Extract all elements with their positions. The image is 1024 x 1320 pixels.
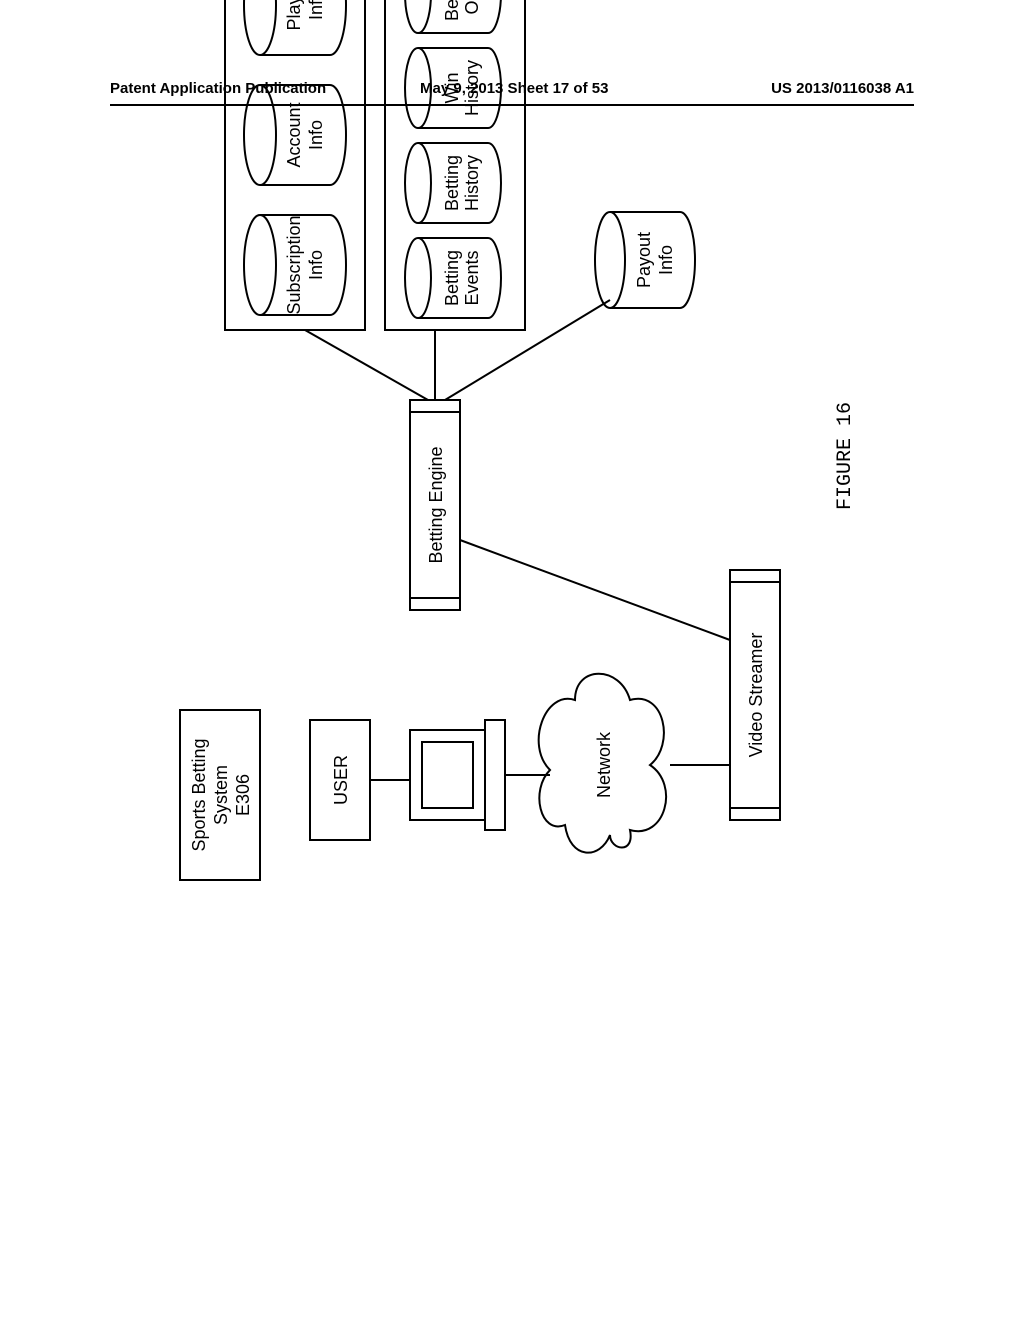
db-bottom-0-l1: Betting <box>442 250 462 306</box>
network-label: Network <box>594 731 614 798</box>
db-bottom-2-l1: Win <box>442 73 462 104</box>
title-box: Sports Betting System E306 <box>180 710 260 880</box>
db-bottom-0: Betting Events <box>405 238 501 318</box>
connector-engine-top <box>305 330 428 400</box>
db-top-1-l2: Info <box>306 120 326 150</box>
betting-engine-block: Betting Engine <box>410 400 460 610</box>
video-streamer-label: Video Streamer <box>746 633 766 758</box>
db-bottom-3-l2: Odds <box>462 0 482 15</box>
db-top-2-l1: Player <box>284 0 304 31</box>
db-payout: Payout Info <box>595 212 695 308</box>
figure-diagram: Sports Betting System E306 USER Network <box>170 0 890 890</box>
video-streamer-block: Video Streamer <box>730 570 780 820</box>
db-bottom-0-l2: Events <box>462 250 482 305</box>
db-top-0-l2: Info <box>306 250 326 280</box>
db-top-1-l1: Account <box>284 102 304 167</box>
connector-engine-video <box>460 540 730 640</box>
title-line3: E306 <box>233 774 253 816</box>
db-bottom-1: Betting History <box>405 143 501 223</box>
device-box <box>410 720 505 830</box>
db-top-0: Subscription Info <box>244 215 346 315</box>
db-bottom-1-l1: Betting <box>442 155 462 211</box>
user-box: USER <box>310 720 370 840</box>
db-bottom-2-l2: History <box>462 60 482 116</box>
connector-engine-payout <box>445 300 610 400</box>
user-label: USER <box>331 755 351 805</box>
network-cloud: Network <box>539 674 666 853</box>
db-top-0-l1: Subscription <box>284 215 304 314</box>
betting-engine-label: Betting Engine <box>426 446 446 563</box>
figure-caption: FIGURE 16 <box>834 402 857 510</box>
title-line2: System <box>211 765 231 825</box>
db-bottom-2: Win History <box>405 48 501 128</box>
db-payout-l1: Payout <box>634 232 654 288</box>
title-line1: Sports Betting <box>189 738 209 851</box>
db-top-2-l2: Info <box>306 0 326 20</box>
db-bottom-1-l2: History <box>462 155 482 211</box>
db-payout-l2: Info <box>656 245 676 275</box>
db-top-2: Player Info <box>244 0 346 55</box>
db-top-1: Account Info <box>244 85 346 185</box>
page-root: Patent Application Publication May 9, 20… <box>0 0 1024 1320</box>
db-bottom-3: Betting Odds <box>405 0 501 33</box>
db-bottom-3-l1: Betting <box>442 0 462 21</box>
